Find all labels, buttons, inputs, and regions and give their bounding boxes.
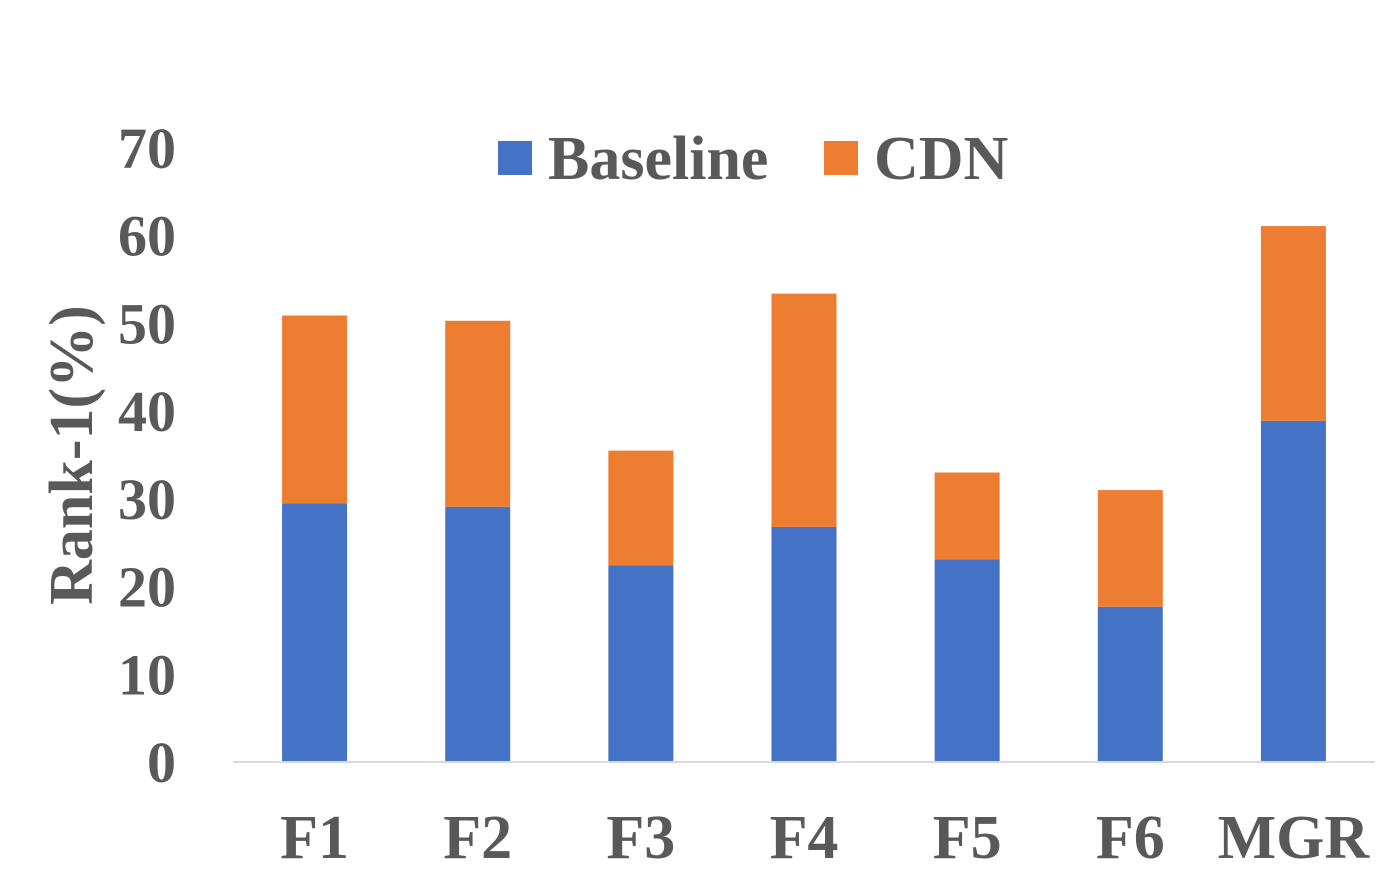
x-tick-label: MGR — [1218, 804, 1371, 872]
bar-cdn-f3 — [608, 450, 674, 566]
y-tick-label: 20 — [118, 555, 176, 620]
bar-cdn-f1 — [282, 315, 348, 504]
bar-baseline-f2 — [445, 506, 511, 762]
x-tick-label: F5 — [933, 804, 1002, 872]
bar-cdn-f5 — [934, 472, 1000, 560]
x-tick-label: F1 — [280, 804, 349, 872]
x-tick-label: F2 — [443, 804, 512, 872]
bar-cdn-f2 — [445, 320, 511, 507]
x-tick-label: F4 — [770, 804, 839, 872]
bar-baseline-f6 — [1097, 606, 1163, 762]
y-tick-label: 60 — [118, 204, 176, 269]
x-tick-label: F6 — [1096, 804, 1165, 872]
y-tick-label: 40 — [118, 379, 176, 444]
x-axis-labels: F1 F2 F3 F4 F5 F6 MGR — [280, 804, 1370, 872]
y-tick-label: 10 — [118, 642, 176, 707]
bar-cdn-mgr — [1260, 226, 1326, 421]
bar-baseline-f4 — [771, 526, 837, 762]
bar-baseline-f5 — [934, 559, 1000, 762]
x-tick-label: F3 — [606, 804, 675, 872]
y-axis-title: Rank-1(%) — [38, 305, 106, 605]
legend: Baseline CDN — [498, 125, 1008, 193]
bar-baseline-f1 — [282, 503, 348, 762]
y-tick-label: 70 — [118, 116, 176, 181]
legend-swatch — [498, 141, 532, 175]
y-tick-label: 0 — [147, 730, 176, 795]
bar-cdn-f4 — [771, 293, 837, 527]
bar-baseline-f3 — [608, 565, 674, 762]
bar-cdn-f6 — [1097, 490, 1163, 607]
y-tick-label: 50 — [118, 291, 176, 356]
legend-label: Baseline — [548, 125, 768, 193]
legend-label: CDN — [874, 125, 1008, 193]
y-tick-label: 30 — [118, 467, 176, 532]
y-axis-ticks: 0 10 20 30 40 50 60 70 — [118, 116, 176, 795]
legend-swatch — [824, 141, 858, 175]
bar-group — [282, 226, 1326, 762]
bar-baseline-mgr — [1260, 420, 1326, 762]
